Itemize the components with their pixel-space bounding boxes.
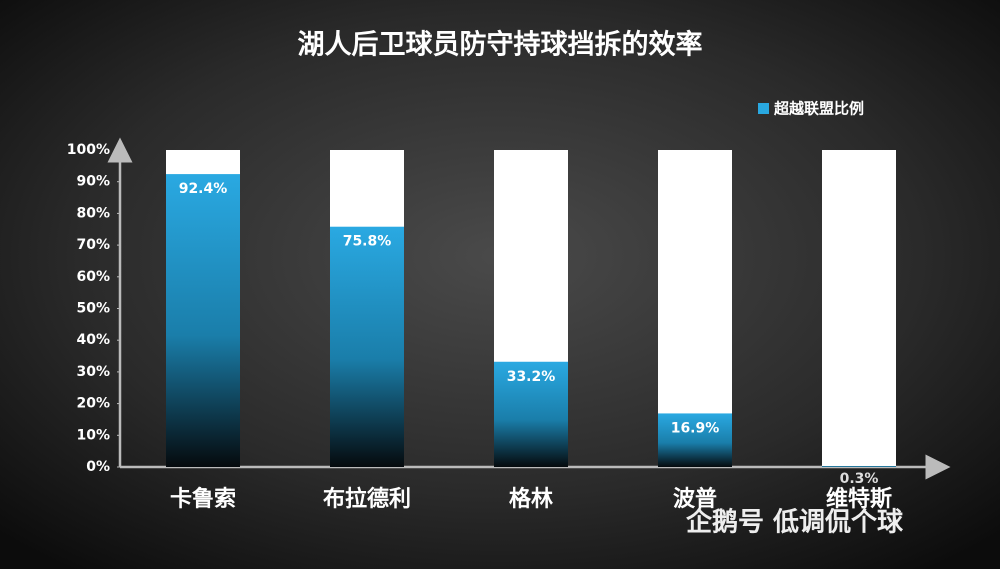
x-tick-label: 维特斯	[826, 486, 892, 512]
value-label: 92.4%	[179, 181, 228, 197]
chart-title: 湖人后卫球员防守持球挡拆的效率	[298, 29, 703, 61]
y-tick-label: 90%	[76, 174, 110, 190]
y-tick-label: 20%	[76, 396, 110, 412]
y-tick-label: 40%	[76, 332, 110, 348]
value-label: 33.2%	[507, 369, 556, 385]
x-tick-label: 格林	[509, 486, 553, 512]
value-label: 0.3%	[840, 471, 879, 487]
legend-label: 超越联盟比例	[773, 100, 864, 118]
y-tick-label: 50%	[76, 301, 110, 317]
y-tick-label: 0%	[86, 459, 110, 475]
value-label: 75.8%	[343, 234, 392, 250]
legend-swatch	[758, 103, 769, 114]
bar	[494, 361, 568, 467]
x-tick-label: 布拉德利	[323, 486, 411, 512]
y-tick-label: 30%	[76, 364, 110, 380]
y-tick-label: 60%	[76, 269, 110, 285]
bar-background	[822, 150, 896, 467]
y-tick-label: 100%	[67, 142, 110, 158]
bar	[330, 226, 404, 467]
bar	[658, 413, 732, 467]
y-tick-label: 10%	[76, 427, 110, 443]
value-label: 16.9%	[671, 420, 720, 436]
x-tick-label: 波普	[673, 486, 717, 512]
x-tick-label: 卡鲁索	[170, 486, 236, 512]
watermark: 企鹅号 低调侃个球	[686, 507, 904, 538]
bar	[822, 466, 896, 467]
y-tick-label: 80%	[76, 205, 110, 221]
y-tick-label: 70%	[76, 237, 110, 253]
bar	[166, 174, 240, 468]
